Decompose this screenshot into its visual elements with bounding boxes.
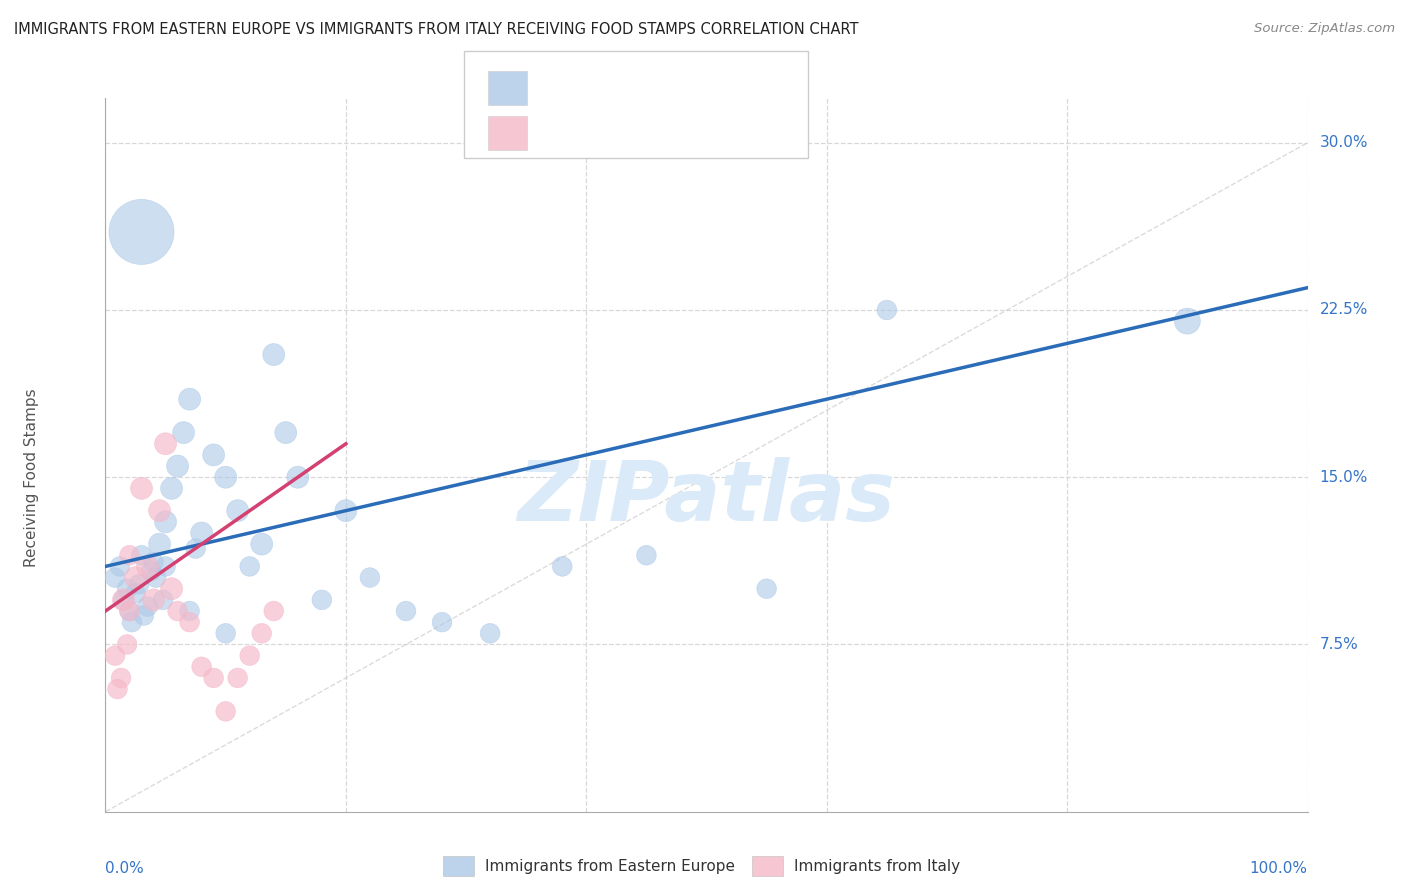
Point [142,555,165,569]
Point [430,615,453,630]
Point [214,626,236,640]
Point [131,548,153,563]
Point [121,615,143,630]
Point [335,503,357,517]
Point [179,392,201,407]
Point [274,425,297,440]
Point [115,582,138,596]
Point [190,526,212,541]
Point [124,586,146,600]
Point [108,559,131,574]
Point [479,626,502,640]
Text: 100.0%: 100.0% [1250,861,1308,876]
Point [142,592,165,607]
Point [1175,314,1198,328]
Point [551,559,574,574]
Point [136,599,159,614]
Point [131,482,153,496]
Point [155,559,177,574]
Point [128,577,150,591]
Point [110,671,132,685]
Point [311,592,333,607]
Text: N = 23: N = 23 [647,124,714,142]
Point [263,604,285,618]
Point [184,541,207,556]
Point [107,681,129,696]
Point [395,604,418,618]
Point [214,705,236,719]
Point [155,515,177,529]
Point [179,604,201,618]
Text: 7.5%: 7.5% [1320,637,1358,652]
Point [160,582,183,596]
Point [132,608,155,623]
Point [239,559,262,574]
Text: Source: ZipAtlas.com: Source: ZipAtlas.com [1254,22,1395,36]
Point [202,448,225,462]
Text: Immigrants from Eastern Europe: Immigrants from Eastern Europe [485,859,735,873]
Point [250,626,273,640]
Point [250,537,273,551]
Point [239,648,262,663]
Point [876,303,898,318]
Text: R = 0.338: R = 0.338 [541,79,631,97]
Point [190,660,212,674]
Point [112,592,135,607]
Text: N = 46: N = 46 [647,79,714,97]
Point [118,604,141,618]
Point [115,637,138,651]
Point [118,604,141,618]
Point [166,604,188,618]
Point [226,671,249,685]
Point [104,648,127,663]
Point [139,564,162,578]
Point [136,559,159,574]
Text: Immigrants from Italy: Immigrants from Italy [794,859,960,873]
Point [202,671,225,685]
Point [145,571,167,585]
Point [148,537,170,551]
Point [152,592,174,607]
Point [755,582,778,596]
Point [287,470,309,484]
Point [155,436,177,450]
Point [148,503,170,517]
Point [118,548,141,563]
Text: R = 0.343: R = 0.343 [541,124,631,142]
Text: 22.5%: 22.5% [1320,302,1368,318]
Text: 15.0%: 15.0% [1320,470,1368,484]
Point [226,503,249,517]
Point [124,571,146,585]
Point [179,615,201,630]
Point [173,425,195,440]
Point [104,571,127,585]
Point [214,470,236,484]
Point [636,548,658,563]
Text: 30.0%: 30.0% [1320,136,1368,150]
Text: ZIPatlas: ZIPatlas [517,458,896,538]
Point [359,571,381,585]
Point [112,592,135,607]
Point [131,225,153,239]
Text: IMMIGRANTS FROM EASTERN EUROPE VS IMMIGRANTS FROM ITALY RECEIVING FOOD STAMPS CO: IMMIGRANTS FROM EASTERN EUROPE VS IMMIGR… [14,22,859,37]
Text: 0.0%: 0.0% [105,861,145,876]
Point [263,347,285,362]
Point [160,482,183,496]
Point [166,458,188,473]
Text: Receiving Food Stamps: Receiving Food Stamps [24,388,39,566]
